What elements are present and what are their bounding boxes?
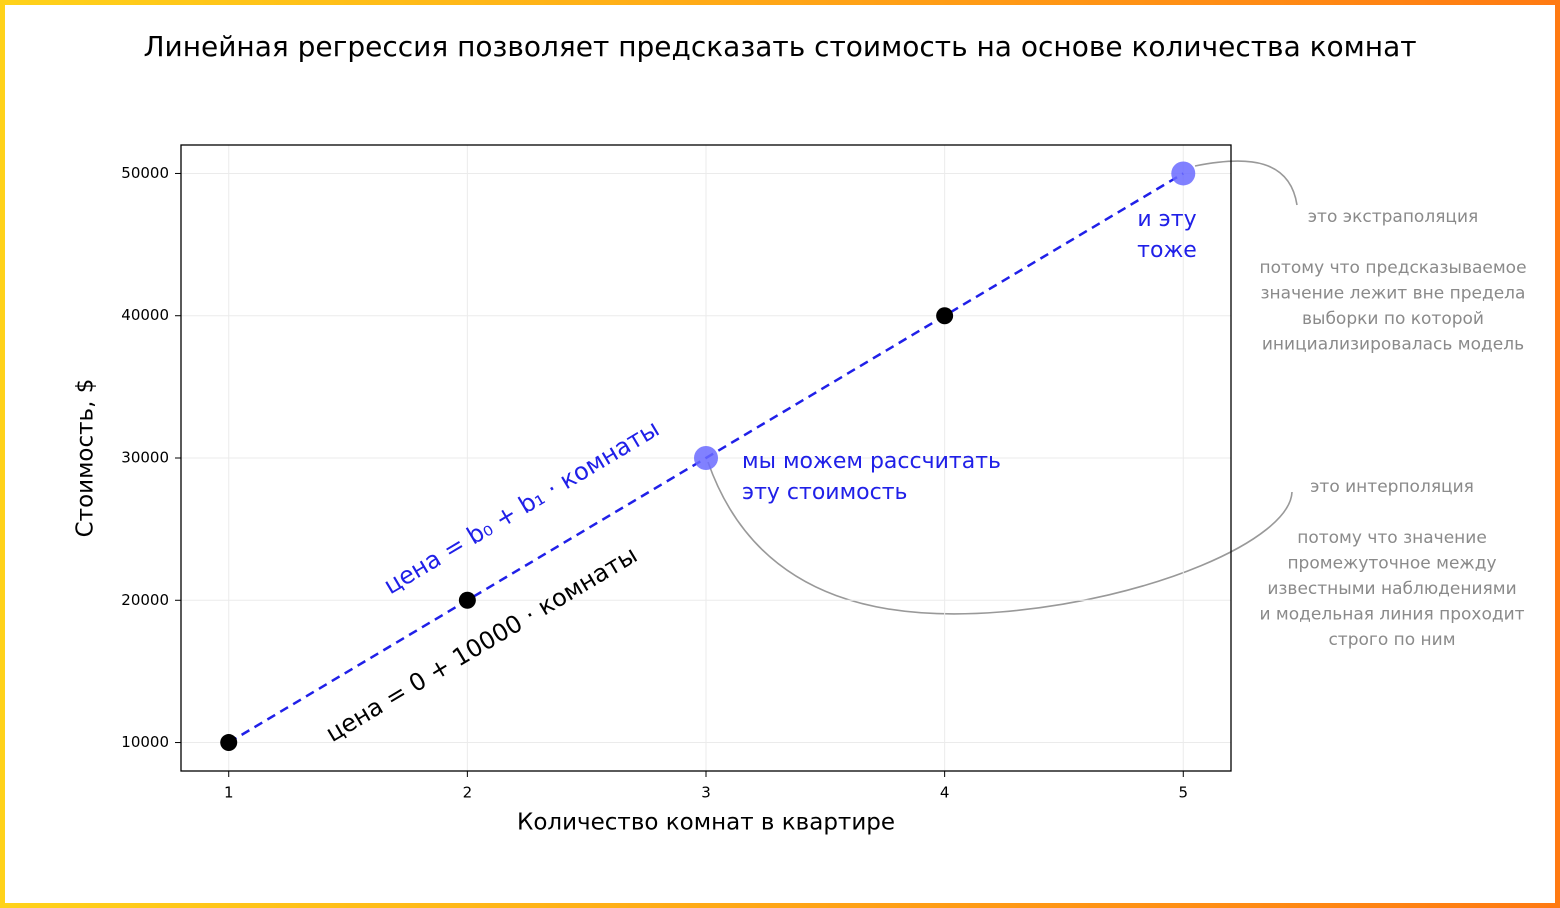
x-tick-label: 5 (1178, 784, 1188, 802)
interpolation-text: строго по ним (1328, 630, 1455, 650)
x-tick-label: 3 (701, 784, 711, 802)
y-tick-label: 40000 (121, 306, 169, 324)
y-tick-label: 30000 (121, 449, 169, 467)
y-tick-label: 20000 (121, 591, 169, 609)
x-tick-label: 4 (940, 784, 950, 802)
y-axis-label: Стоимость, $ (73, 379, 99, 538)
extrapolation-text: инициализировалась модель (1262, 335, 1524, 355)
interpolation-text: потому что значение (1297, 528, 1487, 548)
predicted-point (694, 446, 718, 470)
x-tick-label: 2 (463, 784, 473, 802)
y-tick-label: 10000 (121, 733, 169, 751)
prediction-note: тоже (1137, 238, 1197, 263)
interpolation-text: промежуточное между (1287, 554, 1496, 574)
predicted-point (1171, 161, 1196, 186)
observed-point (458, 591, 476, 609)
prediction-note: мы можем рассчитать (742, 449, 1001, 474)
interpolation-text: и модельная линия проходит (1259, 605, 1524, 625)
extrapolation-text: потому что предсказываемое (1259, 258, 1526, 278)
chart: Линейная регрессия позволяет предсказать… (73, 30, 1527, 836)
prediction-note: и эту (1137, 207, 1196, 232)
extrapolation-text: выборки по которой (1302, 309, 1484, 329)
extrapolation-title: это экстраполяция (1308, 207, 1479, 227)
x-tick-label: 1 (224, 784, 234, 802)
plot-frame (180, 144, 1232, 772)
observed-point (220, 734, 238, 752)
observed-point (936, 307, 954, 325)
interpolation-title: это интерполяция (1310, 477, 1474, 497)
prediction-note: эту стоимость (742, 480, 908, 505)
interpolation-arrow (707, 461, 1293, 615)
y-tick-label: 50000 (121, 164, 169, 182)
chart-title: Линейная регрессия позволяет предсказать… (143, 30, 1416, 63)
extrapolation-arrow (1194, 160, 1298, 206)
extrapolation-text: значение лежит вне предела (1261, 284, 1526, 304)
equation-fitted: цена = 0 + 10000 · комнаты (321, 541, 642, 748)
x-axis-label: Количество комнат в квартире (517, 810, 895, 836)
interpolation-text: известными наблюдениями (1267, 579, 1516, 599)
